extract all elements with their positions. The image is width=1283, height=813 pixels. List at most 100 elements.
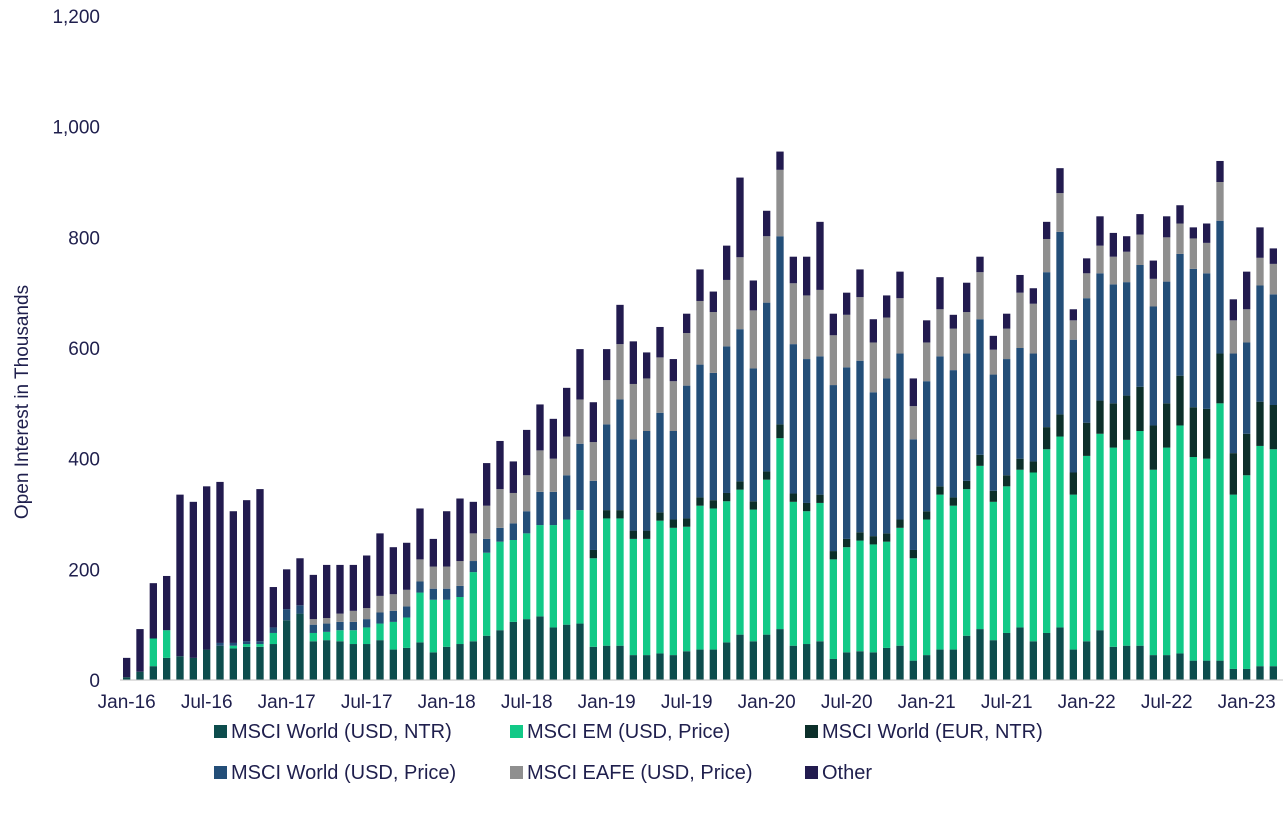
bar-segment-2021-05-series-5 (976, 256, 984, 273)
y-tick-label: 1,000 (52, 118, 100, 139)
bar-segment-2022-10-series-4 (1203, 242, 1211, 274)
bar-segment-2021-03-series-1 (949, 505, 957, 650)
bar-segment-2016-09-series-0 (229, 648, 237, 680)
bar-segment-2016-07-series-5 (203, 486, 211, 650)
bar-segment-2020-09-series-2 (869, 536, 877, 545)
bars-layer (123, 151, 1277, 680)
x-tick-label: Jan-19 (578, 692, 636, 713)
bar-segment-2019-05-series-2 (656, 512, 664, 521)
legend-swatch (805, 725, 818, 738)
bar-segment-2021-01-series-5 (923, 320, 931, 343)
bar-segment-2020-03-series-5 (789, 256, 797, 284)
bar-segment-2020-05-series-0 (816, 641, 824, 680)
bar-segment-2016-07-series-0 (203, 649, 211, 680)
bar-segment-2018-03-series-5 (469, 501, 477, 534)
bar-segment-2016-04-series-1 (163, 630, 171, 658)
x-tick-label: Jan-21 (898, 692, 956, 713)
bar-segment-2018-12-series-5 (589, 402, 597, 443)
bar-segment-2021-01-series-1 (923, 519, 931, 656)
y-tick-label: 600 (68, 339, 100, 360)
bar-segment-2021-11-series-2 (1056, 414, 1064, 437)
bar-segment-2018-01-series-3 (443, 588, 451, 600)
bar-segment-2020-04-series-2 (803, 502, 811, 512)
bar-segment-2017-08-series-0 (376, 640, 384, 680)
bar-segment-2020-01-series-5 (763, 210, 771, 237)
bar-segment-2022-04-series-4 (1123, 251, 1131, 283)
bar-segment-2017-10-series-0 (403, 647, 411, 680)
bar-segment-2023-02-series-5 (1256, 227, 1264, 258)
bar-segment-2020-08-series-4 (856, 297, 864, 361)
bar-segment-2022-07-series-1 (1163, 447, 1171, 656)
bar-segment-2021-07-series-1 (1003, 486, 1011, 633)
bar-segment-2020-11-series-0 (896, 645, 904, 680)
bar-segment-2016-05-series-5 (176, 494, 184, 657)
bar-segment-2021-01-series-0 (923, 655, 931, 680)
bar-segment-2021-04-series-1 (963, 489, 971, 636)
bar-segment-2016-04-series-5 (163, 575, 171, 631)
bar-segment-2019-11-series-1 (736, 489, 744, 635)
bar-segment-2021-06-series-0 (989, 640, 997, 680)
bar-segment-2022-07-series-2 (1163, 403, 1171, 448)
bar-segment-2019-11-series-0 (736, 634, 744, 680)
bar-segment-2019-07-series-1 (683, 526, 691, 652)
bar-segment-2018-08-series-1 (536, 525, 544, 617)
y-tick-label: 200 (68, 560, 100, 581)
bar-segment-2022-05-series-3 (1136, 265, 1144, 387)
bar-segment-2022-04-series-5 (1123, 236, 1131, 252)
bar-segment-2021-12-series-2 (1069, 472, 1077, 495)
bar-segment-2019-10-series-2 (723, 492, 731, 502)
bar-segment-2020-03-series-4 (789, 283, 797, 345)
bar-segment-2019-06-series-0 (669, 655, 677, 680)
bar-segment-2019-07-series-4 (683, 333, 691, 386)
bar-segment-2018-07-series-0 (523, 619, 531, 680)
bar-segment-2019-12-series-5 (749, 280, 757, 311)
bar-segment-2020-11-series-2 (896, 519, 904, 528)
bar-segment-2017-08-series-5 (376, 533, 384, 596)
bar-segment-2021-04-series-4 (963, 312, 971, 354)
bar-segment-2022-06-series-2 (1149, 425, 1157, 470)
bar-segment-2021-06-series-3 (989, 374, 997, 491)
x-axis-ticks: Jan-16 Jul-16 Jan-17 Jul-17 Jan-18 Jul-18 Jan-… (98, 692, 1276, 713)
bar-segment-2016-01-series-0 (123, 677, 131, 680)
bar-segment-2019-10-series-1 (723, 501, 731, 643)
bar-segment-2018-11-series-0 (576, 623, 584, 680)
bar-segment-2022-09-series-1 (1189, 457, 1197, 661)
bar-segment-2017-08-series-4 (376, 595, 384, 613)
legend-label: MSCI EAFE (USD, Price) (527, 762, 753, 784)
bar-segment-2021-04-series-5 (963, 282, 971, 313)
bar-segment-2018-05-series-1 (496, 541, 504, 631)
bar-segment-2022-03-series-4 (1109, 256, 1117, 285)
bar-segment-2022-11-series-3 (1216, 220, 1224, 354)
bar-segment-2019-07-series-0 (683, 651, 691, 680)
bar-segment-2021-02-series-5 (936, 277, 944, 310)
bar-segment-2020-10-series-1 (883, 541, 891, 648)
bar-segment-2018-08-series-4 (536, 450, 544, 492)
bar-segment-2022-06-series-4 (1149, 278, 1157, 307)
bar-segment-2021-01-series-2 (923, 511, 931, 520)
bar-segment-2020-08-series-3 (856, 360, 864, 533)
bar-segment-2023-01-series-2 (1243, 433, 1251, 476)
bar-segment-2020-07-series-2 (843, 538, 851, 548)
bar-segment-2019-06-series-2 (669, 519, 677, 528)
bar-segment-2022-02-series-1 (1096, 433, 1104, 631)
bar-segment-2022-01-series-3 (1083, 298, 1091, 423)
bar-segment-2019-11-series-4 (736, 257, 744, 330)
bar-segment-2018-07-series-5 (523, 429, 531, 476)
bar-segment-2020-04-series-1 (803, 511, 811, 645)
bar-segment-2020-01-series-0 (763, 634, 771, 680)
bar-segment-2019-09-series-5 (709, 291, 717, 313)
bar-segment-2017-03-series-3 (309, 624, 317, 633)
bar-segment-2016-08-series-3 (216, 642, 224, 646)
bar-segment-2017-06-series-5 (349, 564, 357, 611)
bar-segment-2022-08-series-1 (1176, 425, 1184, 654)
bar-segment-2018-12-series-0 (589, 646, 597, 680)
bar-segment-2019-05-series-3 (656, 412, 664, 513)
bar-segment-2020-07-series-4 (843, 314, 851, 368)
bar-segment-2021-10-series-5 (1043, 221, 1051, 239)
bar-segment-2020-03-series-2 (789, 493, 797, 502)
bar-segment-2017-07-series-4 (363, 608, 371, 620)
bar-segment-2019-08-series-4 (696, 300, 704, 365)
bar-segment-2022-02-series-2 (1096, 400, 1104, 434)
bar-segment-2019-12-series-4 (749, 310, 757, 369)
